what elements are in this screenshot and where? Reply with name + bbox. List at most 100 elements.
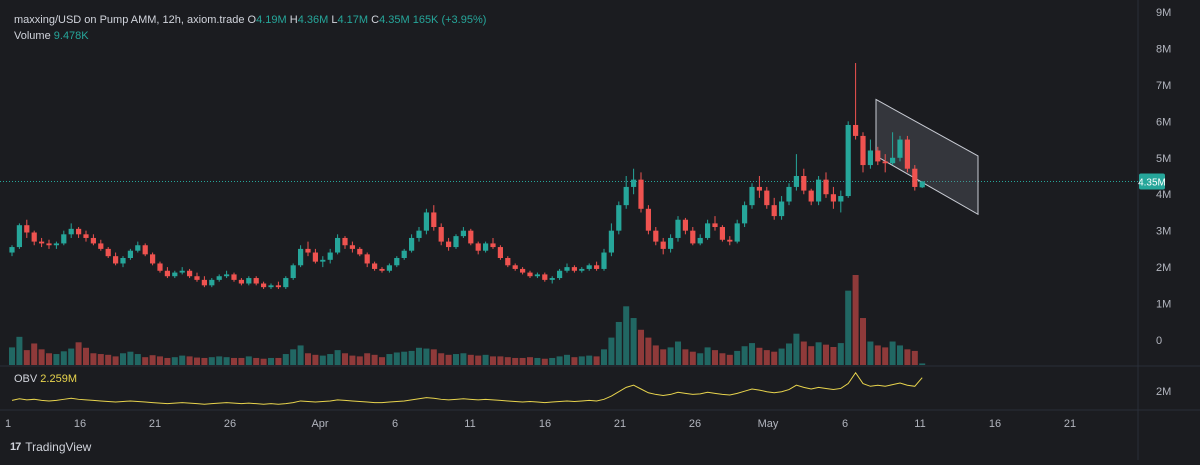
candle-body xyxy=(668,237,674,249)
candle-body xyxy=(904,139,910,169)
x-tick-label: 16 xyxy=(989,418,1001,430)
volume-bar xyxy=(379,357,385,365)
candle-body xyxy=(201,279,207,286)
volume-bar xyxy=(719,353,726,365)
candle-body xyxy=(416,230,422,238)
volume-bar xyxy=(194,357,200,365)
volume-bar xyxy=(897,345,903,365)
volume-bar xyxy=(23,350,30,365)
volume-bar xyxy=(497,356,504,365)
legend-row-volume: Volume 9.478K xyxy=(14,28,486,44)
candle-body xyxy=(150,254,156,264)
volume-bar xyxy=(216,356,223,365)
volume-bar xyxy=(460,353,467,365)
volume-bar xyxy=(275,357,282,365)
volume-bar xyxy=(512,357,519,365)
candle-body xyxy=(142,245,148,255)
candle-body xyxy=(571,267,577,271)
candle-body xyxy=(16,225,22,248)
candle-body xyxy=(423,212,429,231)
volume-bar xyxy=(75,342,82,365)
volume-bar xyxy=(586,355,593,365)
candle-body xyxy=(712,223,718,228)
volume-bar xyxy=(134,354,141,365)
candle-body xyxy=(431,212,437,228)
volume-bar xyxy=(904,349,911,365)
obv-legend: OBV 2.259M xyxy=(14,373,77,385)
candle-body xyxy=(46,243,52,246)
volume-bar xyxy=(127,351,134,365)
candle-body xyxy=(335,237,341,253)
candle-body xyxy=(520,268,526,273)
candle-body xyxy=(490,243,496,248)
legend-open-label: O xyxy=(247,14,257,26)
obv-label: OBV xyxy=(14,373,38,385)
volume-bar xyxy=(556,356,563,365)
candle-body xyxy=(816,179,822,202)
volume-bar xyxy=(823,344,829,365)
candle-body xyxy=(719,227,725,240)
volume-bar xyxy=(815,342,822,365)
volume-bar xyxy=(68,348,75,365)
candle-body xyxy=(209,279,215,286)
x-tick-label: 6 xyxy=(842,418,848,430)
volume-bar xyxy=(467,354,474,365)
volume-bar xyxy=(97,354,104,365)
candle-body xyxy=(231,274,237,280)
candle-body xyxy=(475,243,481,251)
volume-bar xyxy=(837,343,844,365)
candle-body xyxy=(742,205,748,224)
volume-bar xyxy=(830,347,837,365)
volume-bar xyxy=(245,356,252,365)
candle-body xyxy=(534,274,540,277)
volume-bar xyxy=(386,354,393,365)
candle-body xyxy=(312,252,318,262)
x-tick-label: 26 xyxy=(224,418,236,430)
volume-bar xyxy=(615,321,622,365)
candle-body xyxy=(653,230,659,242)
candle-body xyxy=(882,161,888,164)
volume-bar xyxy=(453,354,459,365)
volume-bar xyxy=(423,348,430,365)
volume-bar xyxy=(763,350,770,365)
volume-bar xyxy=(630,318,637,365)
volume-bar xyxy=(327,354,334,365)
volume-bar xyxy=(652,345,659,365)
volume-bar xyxy=(645,337,652,365)
candle-body xyxy=(246,278,252,284)
volume-bar xyxy=(741,346,748,365)
volume-bar xyxy=(564,354,570,365)
candle-body xyxy=(379,268,385,271)
candle-body xyxy=(912,168,918,187)
volume-bar xyxy=(919,363,926,365)
candle-body xyxy=(512,265,518,269)
candle-body xyxy=(401,250,407,258)
legend-pair: maxxing/USD on Pump AMM, 12h, axiom.trad… xyxy=(14,14,245,26)
volume-bar xyxy=(667,347,674,365)
candle-body xyxy=(586,265,592,269)
obv-line xyxy=(11,371,923,405)
volume-bar xyxy=(9,347,15,365)
x-tick-label: 6 xyxy=(392,418,398,430)
volume-bar xyxy=(734,350,741,365)
volume-bar xyxy=(60,351,67,365)
last-price-badge xyxy=(1139,173,1165,190)
y-tick-label: 0 xyxy=(1156,335,1162,347)
volume-bar xyxy=(223,357,230,365)
volume-bar xyxy=(682,349,689,365)
tradingview-brand[interactable]: 17 TradingView xyxy=(10,440,91,454)
volume-bar xyxy=(157,356,163,365)
x-tick-label: May xyxy=(758,418,779,430)
candle-body xyxy=(594,265,600,269)
volume-bar xyxy=(623,306,630,365)
candle-body xyxy=(83,234,89,238)
chart-legend: maxxing/USD on Pump AMM, 12h, axiom.trad… xyxy=(14,12,486,44)
candle-body xyxy=(113,256,119,264)
volume-bar xyxy=(319,355,326,365)
volume-bar xyxy=(793,333,800,365)
x-tick-label: Apr xyxy=(311,418,328,430)
candle-body xyxy=(897,139,903,158)
x-tick-label: 1 xyxy=(5,418,11,430)
candle-body xyxy=(305,248,311,253)
